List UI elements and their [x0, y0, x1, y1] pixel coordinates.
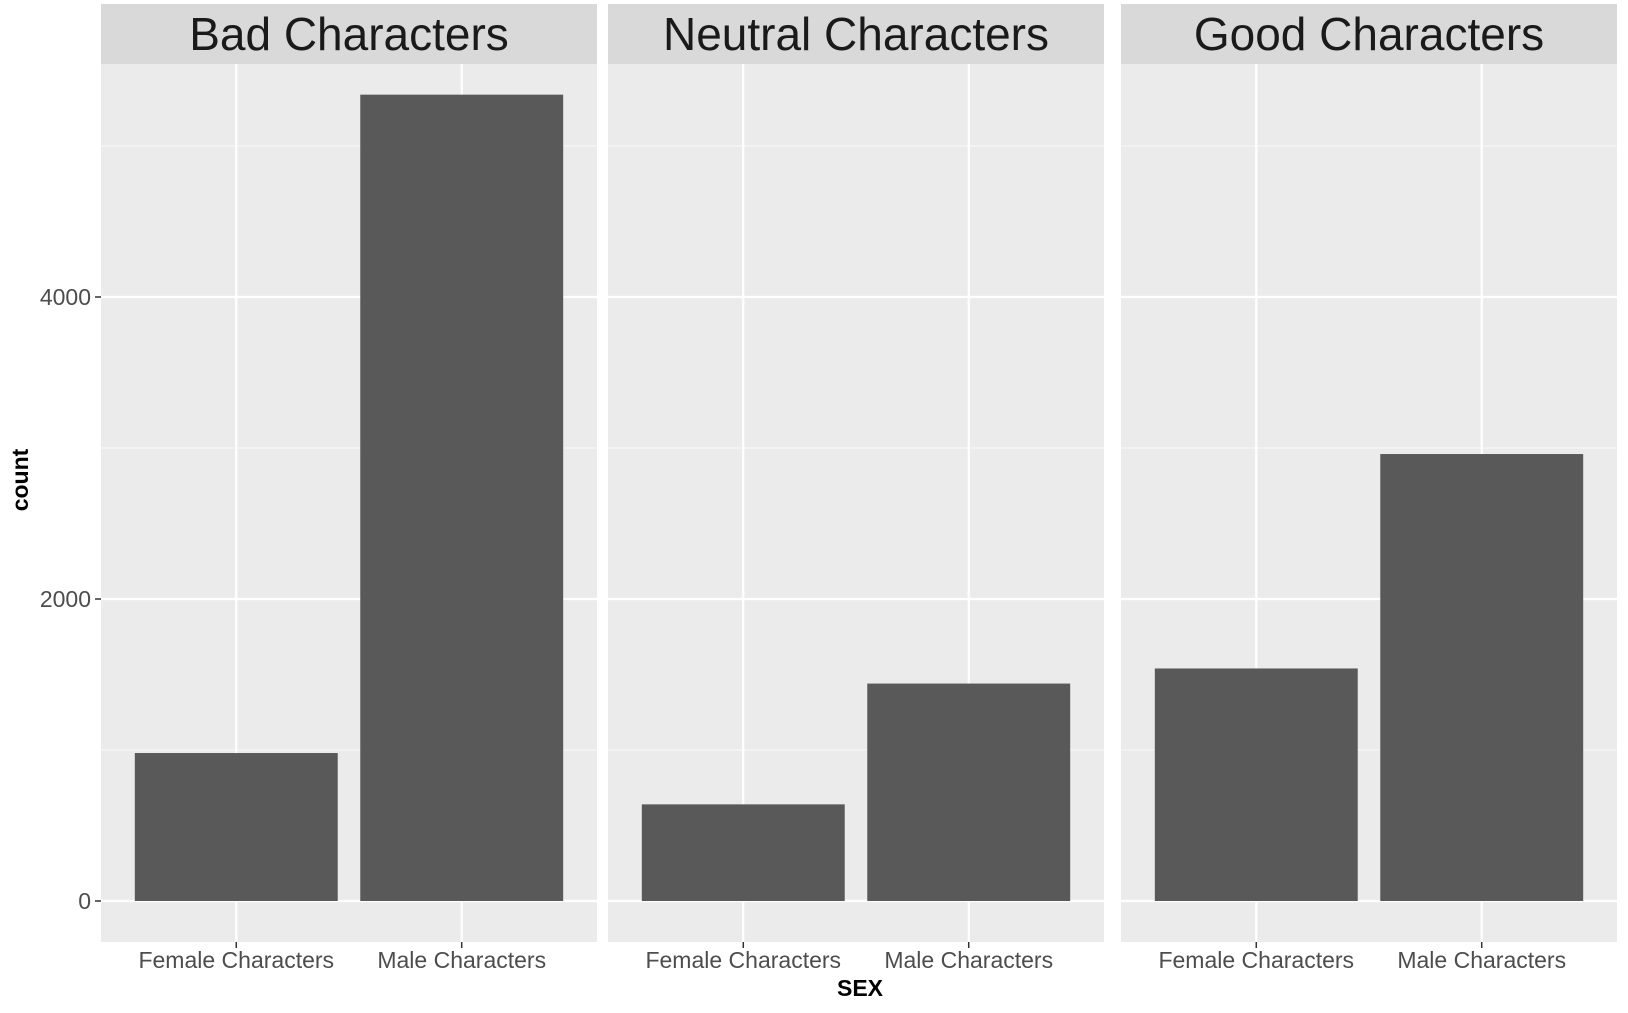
bar: [134, 753, 338, 901]
y-axis: 0 2000 4000: [40, 284, 101, 914]
bar: [1154, 668, 1358, 901]
x-tick-label: Female Characters: [138, 947, 334, 973]
bar: [360, 94, 564, 901]
bar: [641, 804, 845, 901]
facet-panel: Bad Characters Female Characters Male Char…: [101, 4, 597, 973]
y-tick-label: 2000: [40, 586, 91, 612]
facet-strip-label: Neutral Characters: [663, 8, 1049, 60]
y-axis-title: count: [7, 448, 33, 511]
x-tick-label: Female Characters: [1158, 947, 1354, 973]
facet-panels: Bad Characters Female Characters Male Char…: [101, 4, 1617, 973]
x-axis-title: SEX: [837, 975, 884, 1001]
x-tick-label: Male Characters: [884, 947, 1053, 973]
y-tick-label: 0: [78, 888, 91, 914]
bar: [867, 683, 1071, 901]
x-tick-label: Male Characters: [377, 947, 546, 973]
x-tick-label: Female Characters: [645, 947, 841, 973]
bar: [1380, 454, 1584, 901]
facet-strip-label: Bad Characters: [189, 8, 509, 60]
facet-strip: [1121, 4, 1617, 64]
facet-strip: [608, 4, 1104, 64]
facet-panel: Good Characters Female Characters Male Cha…: [1121, 4, 1617, 973]
facet-strip: [101, 4, 597, 64]
x-tick-label: Male Characters: [1397, 947, 1566, 973]
facet-panel: Neutral Characters Female Characters Male …: [608, 4, 1104, 973]
facet-strip-label: Good Characters: [1194, 8, 1544, 60]
y-tick-label: 4000: [40, 284, 91, 310]
